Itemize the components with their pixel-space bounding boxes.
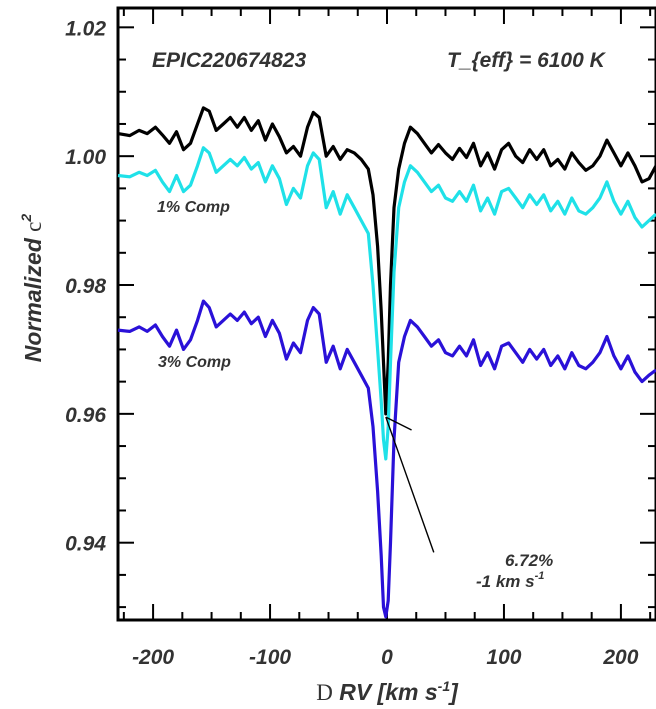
- y-tick-label: 0.94: [65, 533, 106, 556]
- y-axis-text: Normalized: [20, 232, 46, 362]
- x-tick-label: -200: [132, 646, 174, 669]
- velocity-label: -1 km s-1: [476, 570, 544, 591]
- x-tick-label: 200: [602, 646, 638, 669]
- y-tick-label: 1.00: [65, 146, 106, 169]
- x-axis-text: RV [km s: [333, 679, 438, 705]
- comp1-label: 1% Comp: [157, 199, 230, 216]
- y-axis-symbol: c: [21, 222, 46, 232]
- y-tick-label: 1.02: [65, 17, 106, 40]
- y-axis-sup: 2: [18, 214, 34, 223]
- x-tick-label: 100: [486, 646, 521, 669]
- velocity-value: -1 km s: [476, 572, 535, 591]
- x-axis-sup: -1: [438, 678, 451, 694]
- velocity-unit-sup: -1: [535, 570, 545, 582]
- tick-labels: -200 -100 0 100 200 0.94 0.96 0.98 1.00 1.02: [65, 17, 639, 669]
- black-profile-line: [117, 106, 656, 416]
- three-percent-comp-line: [117, 299, 656, 619]
- y-tick-label: 0.96: [65, 404, 106, 427]
- percent-label: 6.72%: [505, 551, 553, 570]
- one-percent-comp-line: [117, 146, 656, 461]
- star-name-label: EPIC220674823: [152, 49, 306, 72]
- teff-label: T_{eff} = 6100 K: [447, 49, 607, 72]
- x-axis-label: D RV [km s-1]: [316, 678, 459, 705]
- series-lines: [117, 106, 656, 619]
- comp3-label: 3% Comp: [158, 354, 231, 371]
- x-tick-label: 0: [381, 646, 393, 669]
- x-tick-label: -100: [249, 646, 291, 669]
- y-axis-label: Normalized c2: [18, 214, 46, 363]
- x-axis-symbol: D: [316, 680, 333, 705]
- annotation-pointer: [385, 416, 435, 553]
- y-tick-label: 0.98: [65, 275, 106, 298]
- annotation-pointer-tick: [385, 416, 412, 431]
- x-axis-close: ]: [448, 679, 459, 705]
